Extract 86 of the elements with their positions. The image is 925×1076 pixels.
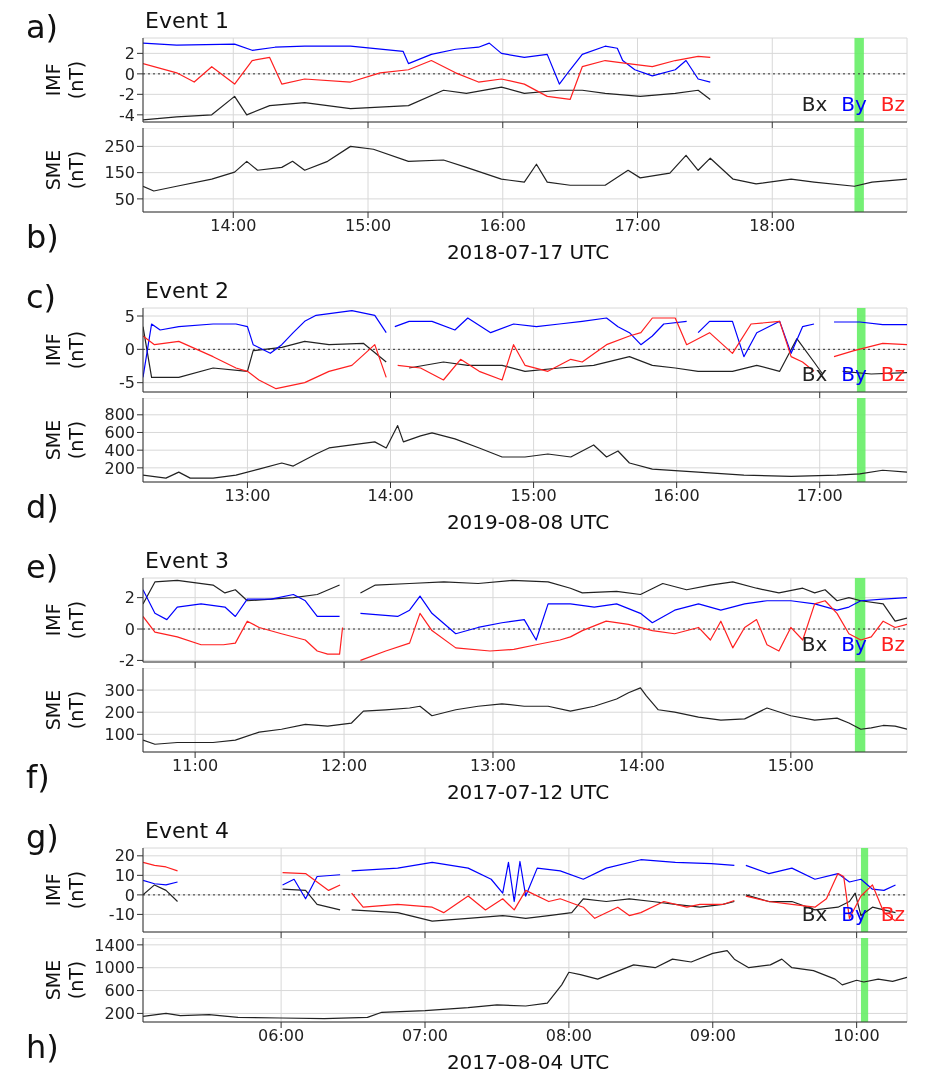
y-tick-label: 600 — [104, 423, 135, 443]
y-tick-label: 300 — [104, 680, 135, 700]
x-tick-label: 10:00 — [833, 1026, 880, 1046]
chart-title: Event 3 — [145, 548, 230, 573]
y-axis-title: IMF (nT) — [42, 330, 88, 370]
y-tick-label: -4 — [119, 105, 135, 125]
x-tick-label: 15:00 — [767, 756, 814, 776]
y-tick-label: 200 — [104, 1004, 135, 1024]
x-tick-label: 06:00 — [258, 1026, 305, 1046]
x-tick-label: 18:00 — [749, 216, 796, 236]
line-series — [143, 42, 711, 85]
y-axis-title: IMF (nT) — [42, 870, 88, 910]
x-tick-label: 15:00 — [510, 486, 557, 506]
y-tick-label: -2 — [119, 651, 135, 671]
x-tick-label: 14:00 — [367, 486, 414, 506]
x-tick-label: 11:00 — [172, 756, 219, 776]
text: a) — [26, 8, 59, 46]
y-tick-label: 0 — [124, 64, 135, 84]
x-tick-label: 14:00 — [210, 216, 257, 236]
text: h) — [26, 1028, 59, 1066]
text: Bx — [801, 92, 828, 116]
x-tick-label: 12:00 — [321, 756, 368, 776]
chart-title: Event 4 — [145, 818, 230, 843]
x-tick-label: 08:00 — [545, 1026, 592, 1046]
x-tick-label: 17:00 — [796, 486, 843, 506]
x-tick-label: 14:00 — [618, 756, 665, 776]
x-tick-label: 07:00 — [401, 1026, 449, 1046]
x-tick-label: 13:00 — [469, 756, 517, 776]
y-axis-title: SME (nT) — [42, 689, 88, 731]
y-tick-label: 0 — [124, 619, 135, 639]
x-axis-title: 2017-07-12 UTC — [445, 780, 611, 804]
y-tick-label: 200 — [104, 702, 135, 722]
y-tick-label: 50 — [114, 189, 135, 209]
y-tick-label: 0 — [124, 340, 135, 360]
y-tick-label: 600 — [104, 981, 135, 1001]
y-tick-label: 0 — [124, 885, 135, 905]
line-series — [143, 687, 907, 745]
text: e) — [26, 548, 59, 586]
y-tick-label: 200 — [104, 458, 135, 478]
y-tick-label: 10 — [114, 866, 135, 886]
x-axis-title: 2019-08-08 UTC — [445, 510, 611, 534]
y-tick-label: -10 — [108, 905, 135, 925]
y-tick-label: 2 — [124, 44, 135, 64]
y-axis-title: IMF (nT) — [42, 600, 88, 640]
y-tick-label: 100 — [104, 725, 135, 744]
y-tick-label: -5 — [119, 373, 135, 393]
line-series — [143, 86, 711, 121]
x-axis-title: 2017-08-04 UTC — [445, 1050, 611, 1074]
text: Bz — [880, 92, 905, 116]
series-label: Bx — [801, 902, 828, 926]
line-series — [143, 424, 907, 479]
x-tick-label: 16:00 — [653, 486, 700, 506]
text: By — [841, 92, 867, 116]
series-label: Bx — [801, 632, 828, 656]
series-label: Bz — [880, 632, 905, 656]
y-tick-label: -2 — [119, 85, 135, 105]
y-axis-title: SME (nT) — [42, 959, 88, 1001]
x-tick-label: 17:00 — [614, 216, 661, 236]
line-series — [143, 145, 907, 192]
x-axis-title: 2018-07-17 UTC — [445, 240, 611, 264]
x-tick-label: 16:00 — [479, 216, 526, 236]
text: g) — [26, 818, 59, 856]
x-tick-label: 13:00 — [224, 486, 271, 506]
y-tick-label: 250 — [104, 137, 135, 157]
text: b) — [26, 218, 59, 256]
text: d) — [26, 488, 59, 526]
text: f) — [26, 758, 50, 796]
line-series — [143, 55, 711, 101]
y-tick-label: 1400 — [94, 935, 135, 955]
text: c) — [26, 278, 57, 316]
x-tick-label: 09:00 — [689, 1026, 736, 1046]
series-label: By — [841, 632, 867, 656]
y-tick-label: 1000 — [94, 958, 135, 978]
series-label: Bx — [801, 362, 828, 386]
y-tick-label: 20 — [114, 846, 135, 866]
chart-title: Event 1 — [145, 8, 230, 33]
y-axis-title: SME (nT) — [42, 419, 88, 461]
x-tick-label: 15:00 — [344, 216, 392, 236]
y-axis-title: IMF (nT) — [42, 60, 88, 100]
y-tick-label: 2 — [124, 588, 135, 608]
y-tick-label: 5 — [124, 306, 135, 326]
y-axis-title: SME (nT) — [42, 149, 88, 191]
y-tick-label: 150 — [104, 163, 135, 183]
chart-title: Event 2 — [145, 278, 230, 303]
y-tick-label: 800 — [104, 405, 135, 425]
y-tick-label: 400 — [104, 440, 135, 460]
